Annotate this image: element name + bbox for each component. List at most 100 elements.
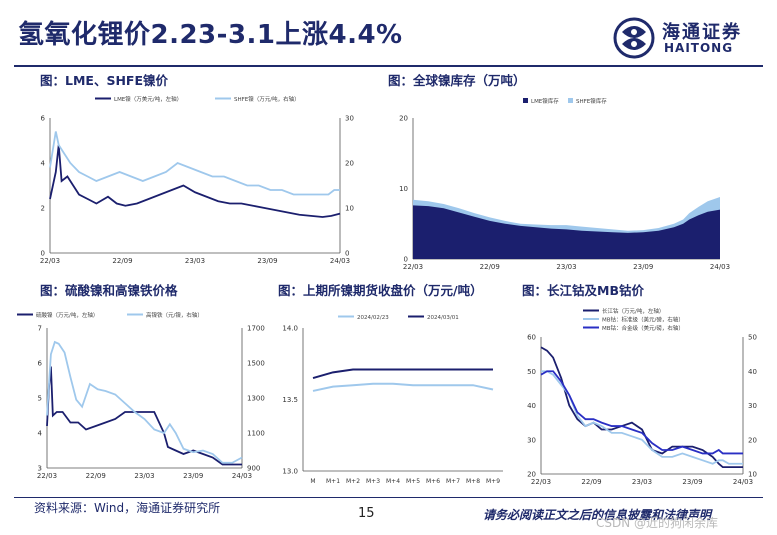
x-tick-label: M+7 [446, 478, 460, 485]
y-tick-label-right: 1300 [247, 395, 265, 403]
chart-title-cobalt: 图：长江钴及MB钴价 [522, 283, 644, 298]
legend-shfe-label: SHFE镍（万元/吨，右轴） [234, 95, 300, 103]
y-tick-label-right: 50 [748, 334, 757, 342]
x-tick-label: M+5 [406, 478, 420, 485]
haitong-logo: 海通证券 HAITONG [612, 16, 762, 60]
legend-lme-label: LME镍（万美元/吨，左轴） [114, 95, 182, 103]
y-tick-label-left: 20 [399, 115, 408, 123]
y-tick-label-left: 0 [404, 256, 408, 264]
haitong-emblem-icon [613, 17, 655, 59]
legend-ferro-label: 高镍铁（元/镍，右轴） [146, 311, 203, 319]
line-series-1 [541, 370, 743, 465]
y-tick-label-left: 4 [41, 160, 46, 168]
legend-sulfate-label: 硫酸镍（万元/吨，左轴） [36, 311, 98, 319]
legend-cobalt-1-label: MB钴：标准级（美元/磅，右轴） [602, 316, 684, 324]
footer-divider [14, 497, 763, 498]
x-tick-label: 22/09 [86, 472, 106, 480]
y-tick-label-right: 1500 [247, 360, 265, 368]
x-tick-label: 22/09 [581, 478, 601, 486]
y-tick-label-right: 10 [345, 205, 354, 213]
y-tick-label-right: 900 [247, 465, 260, 473]
page-number: 15 [358, 506, 375, 521]
header-divider [14, 65, 763, 67]
y-tick-label-right: 30 [748, 402, 757, 410]
y-tick-label-left: 5 [38, 395, 42, 403]
x-tick-label: 22/03 [531, 478, 551, 486]
x-tick-label: 23/03 [185, 257, 205, 265]
x-tick-label: 24/03 [733, 478, 753, 486]
y-tick-label-left: 6 [41, 115, 46, 123]
x-tick-label: M+3 [366, 478, 380, 485]
legend-lme-inventory-swatch [523, 98, 528, 103]
y-tick-label-left: 40 [527, 402, 536, 410]
x-tick-label: 23/03 [632, 478, 652, 486]
footer-disclaimer: 请务必阅读正文之后的信息披露和法律声明 [483, 508, 712, 522]
x-tick-label: 24/03 [330, 257, 350, 265]
y-tick-label-left: 7 [38, 325, 42, 333]
y-tick-label-left: 10 [399, 185, 408, 193]
line-series-2 [540, 370, 743, 455]
x-tick-label: 24/03 [232, 472, 252, 480]
x-tick-label: 24/03 [710, 263, 730, 271]
y-tick-label-left: 2 [41, 205, 45, 213]
x-tick-label: M+8 [466, 478, 480, 485]
watermark: CSDN @近的狗闲余库 [596, 516, 719, 530]
chart-title-sulfate-ferro: 图：硫酸镍和高镍铁价格 [40, 283, 178, 298]
legend-shfe-inventory-label: SHFE镍库存 [576, 97, 607, 105]
y-tick-label-left: 3 [38, 465, 42, 473]
line-series-0 [540, 346, 743, 469]
legend-lme-inventory-label: LME镍库存 [531, 97, 559, 105]
line-series-0 [46, 366, 242, 466]
y-tick-label-right: 40 [748, 368, 757, 376]
y-tick-label-right: 0 [345, 250, 349, 258]
x-tick-label: 22/03 [403, 263, 423, 271]
y-tick-label-right: 1700 [247, 325, 265, 333]
logo-chinese-name: 海通证券 [662, 22, 742, 43]
x-tick-label: M+9 [486, 478, 500, 485]
y-tick-label-left: 13.0 [282, 468, 298, 476]
x-tick-label: 22/03 [37, 472, 57, 480]
y-tick-label-left: 30 [527, 436, 536, 444]
legend-shfe-inventory-swatch [568, 98, 573, 103]
footer-source: 资料来源：Wind，海通证券研究所 [34, 501, 221, 515]
line-2024-02-23 [312, 382, 494, 392]
line-2024-03-01 [312, 368, 493, 380]
legend-2024-02-23-label: 2024/02/23 [357, 315, 389, 321]
y-tick-label-right: 20 [345, 160, 354, 168]
x-tick-label: M [310, 478, 315, 485]
y-tick-label-right: 1100 [247, 430, 265, 438]
y-tick-label-left: 50 [527, 368, 536, 376]
x-tick-label: M+2 [346, 478, 360, 485]
x-tick-label: 23/03 [134, 472, 154, 480]
y-tick-label-left: 4 [38, 430, 43, 438]
x-tick-label: 23/09 [633, 263, 653, 271]
x-tick-label: 23/03 [556, 263, 576, 271]
logo-english-name: HAITONG [664, 41, 734, 55]
chart-title-inventory: 图：全球镍库存（万吨） [388, 73, 526, 88]
x-tick-label: 22/09 [112, 257, 132, 265]
y-tick-label-left: 6 [38, 360, 43, 368]
y-tick-label-right: 30 [345, 115, 354, 123]
x-tick-label: 22/03 [40, 257, 60, 265]
y-tick-label-left: 13.5 [282, 396, 298, 404]
x-tick-label: 22/09 [480, 263, 500, 271]
x-tick-label: 23/09 [682, 478, 702, 486]
x-tick-label: M+1 [326, 478, 340, 485]
line-series-1 [49, 131, 340, 196]
y-tick-label-left: 60 [527, 334, 536, 342]
x-tick-label: 23/09 [257, 257, 277, 265]
x-tick-label: 23/09 [183, 472, 203, 480]
x-tick-label: M+4 [386, 478, 400, 485]
y-tick-label-left: 0 [41, 250, 45, 258]
chart-title-shfe-curve: 图：上期所镍期货收盘价（万元/吨） [278, 283, 483, 298]
y-tick-label-right: 10 [748, 471, 757, 479]
page-title: 氢氧化锂价2.23-3.1上涨4.4% [18, 20, 403, 50]
legend-2024-03-01-label: 2024/03/01 [427, 315, 459, 321]
y-tick-label-left: 20 [527, 471, 536, 479]
area-lme-inventory [413, 205, 720, 259]
line-series-1 [46, 340, 243, 464]
y-tick-label-left: 14.0 [282, 325, 298, 333]
y-tick-label-right: 20 [748, 436, 757, 444]
legend-cobalt-2-label: MB钴：合金级（美元/磅，右轴） [602, 324, 684, 332]
